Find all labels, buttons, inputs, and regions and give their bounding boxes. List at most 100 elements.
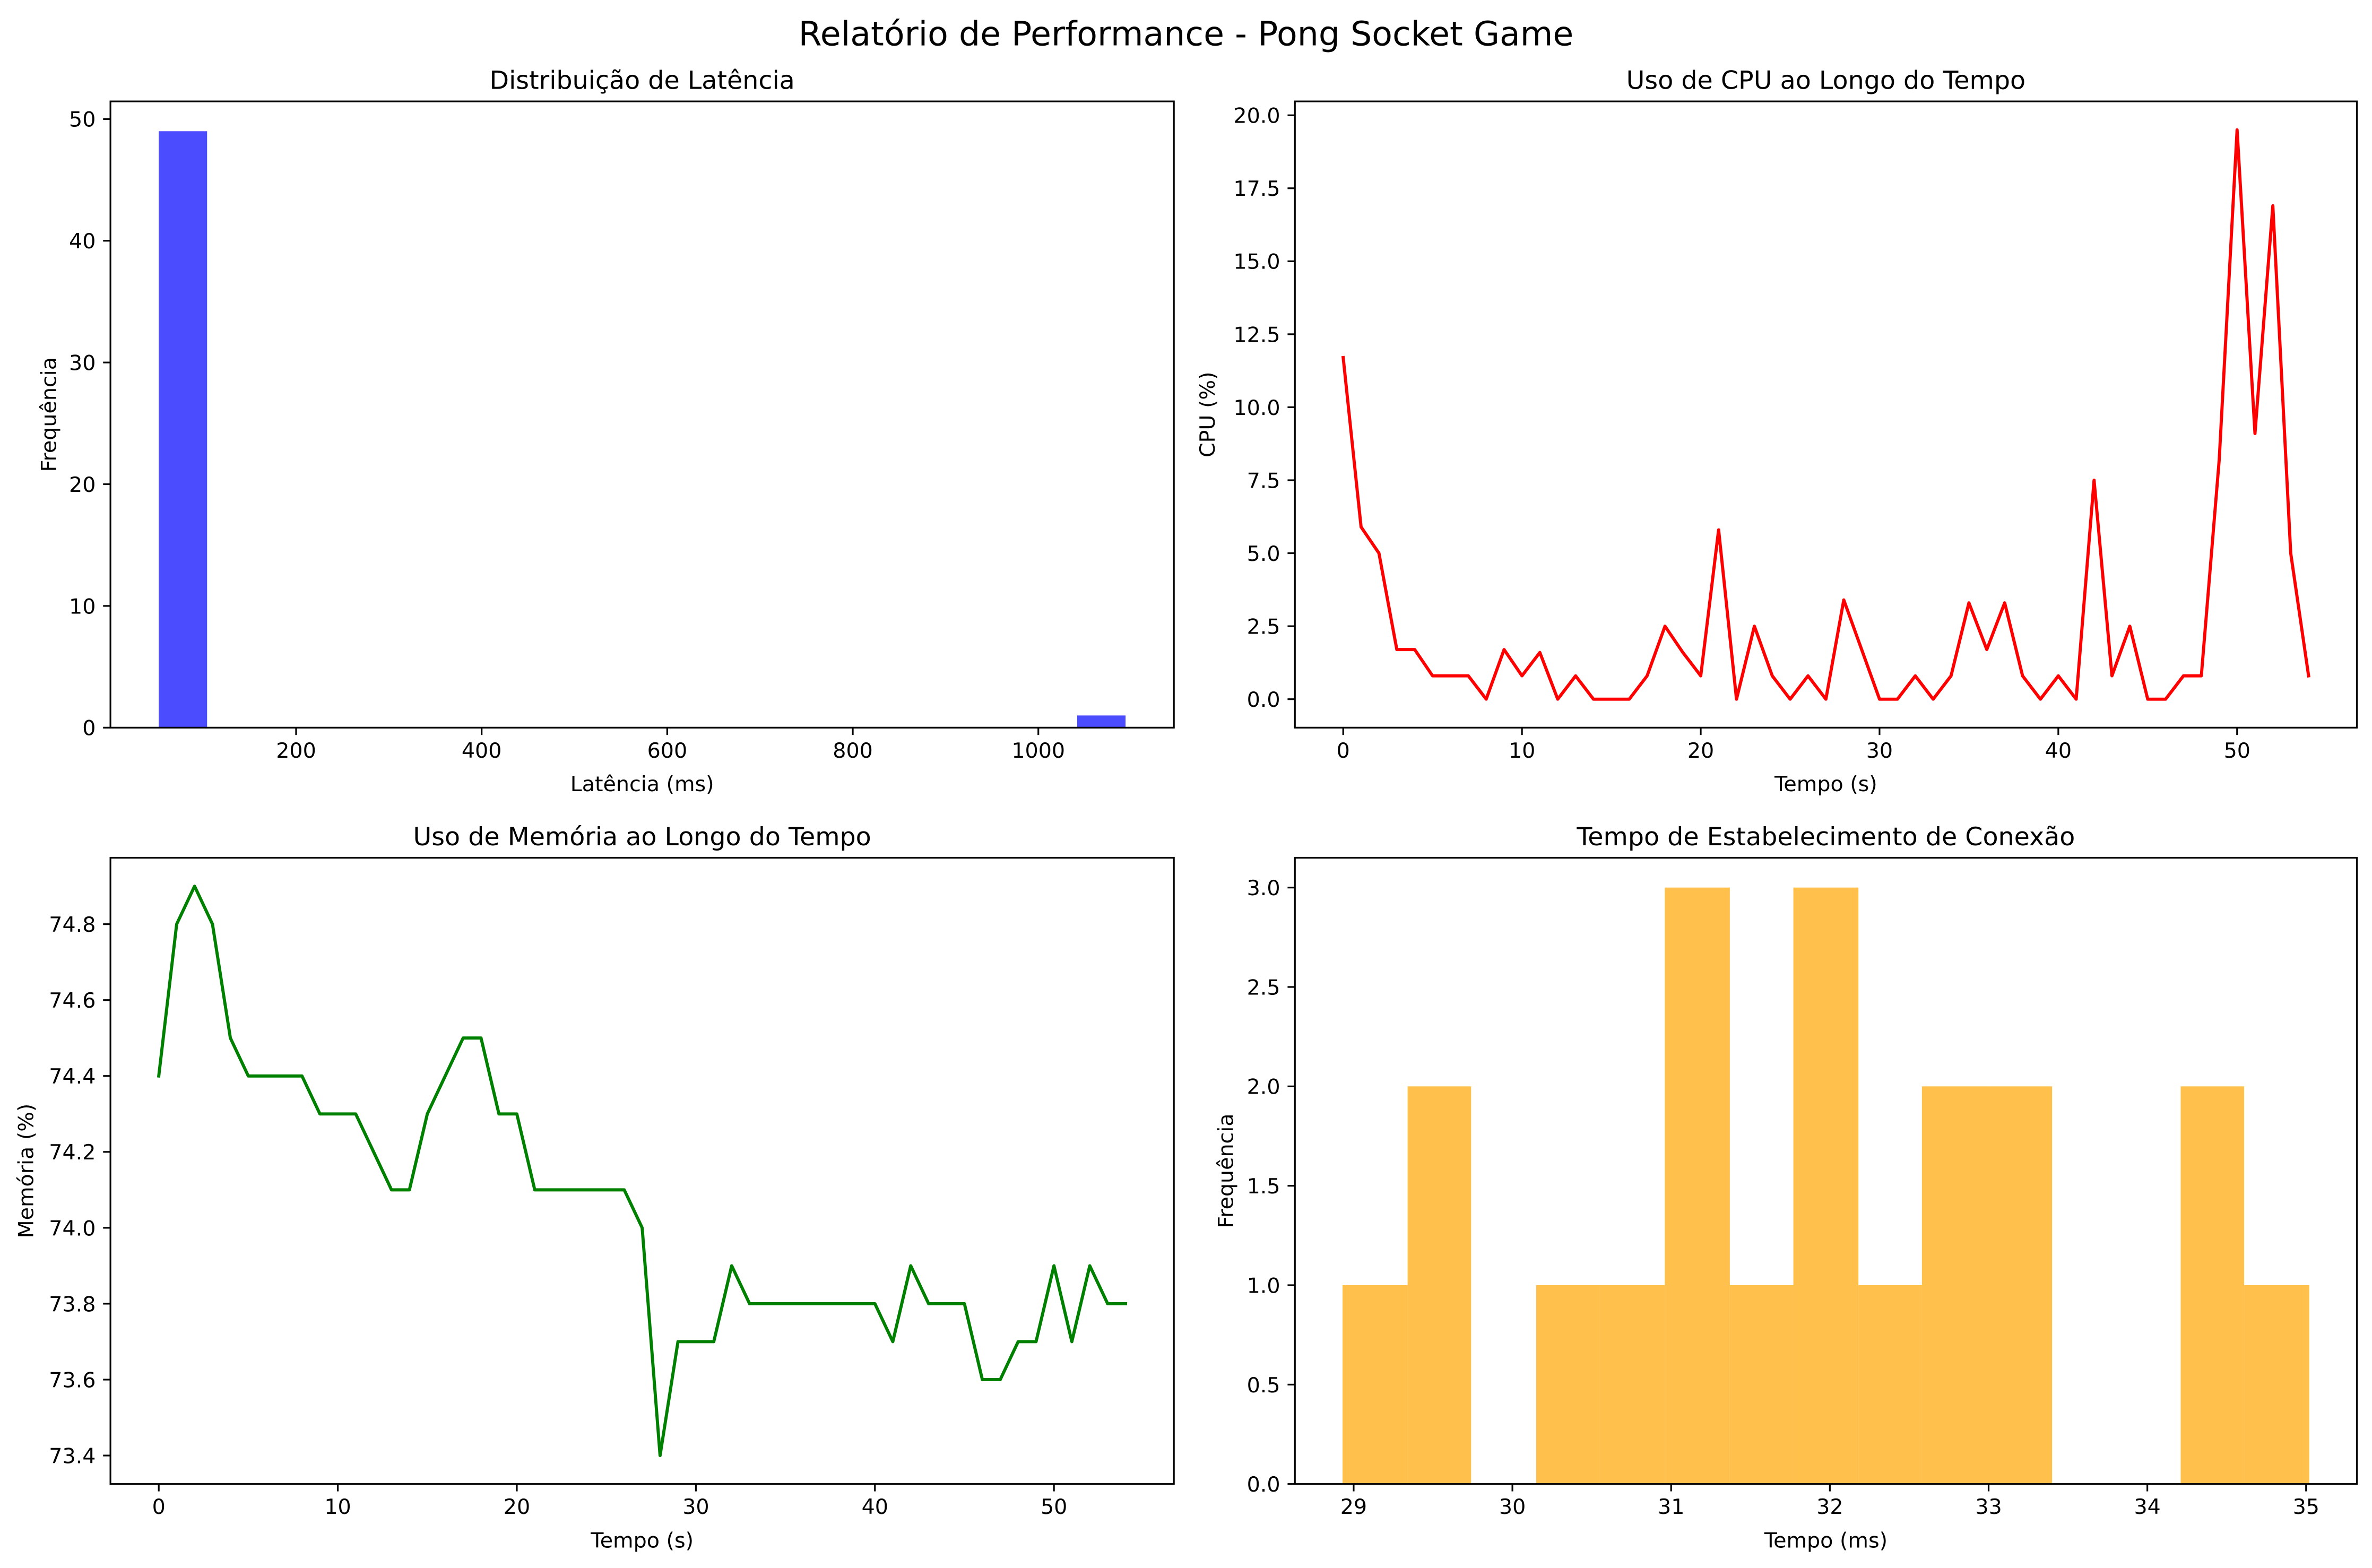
x-axis: 200 400 600 800 1000 [276,727,1065,763]
connection-time-bar [2244,1285,2309,1484]
x-axis-label: Tempo (s) [590,1528,694,1553]
x-tick: 35 [2293,1484,2319,1519]
axes-frame [109,100,1175,729]
connection-time-bar [1858,1285,1922,1484]
y-tick-label: 40 [69,229,96,254]
y-tick-label: 74.4 [49,1064,96,1089]
y-tick-label: 30 [69,351,96,376]
x-axis-label: Tempo (s) [1774,772,1877,796]
latency-bar [1077,715,1126,728]
y-tick: 15.0 [1233,250,1295,274]
y-tick: 74.2 [49,1140,111,1165]
y-tick: 10 [69,594,111,619]
x-tick-label: 29 [1340,1495,1367,1519]
y-tick-label: 73.6 [49,1368,96,1392]
y-tick: 0 [82,716,111,741]
y-axis-label: CPU (%) [1196,371,1220,457]
y-tick-label: 10 [69,594,96,619]
y-tick-label: 5.0 [1247,542,1280,566]
x-tick: 50 [1041,1484,1067,1519]
y-tick: 2.5 [1247,975,1295,1000]
chart-title: Uso de Memória ao Longo do Tempo [413,822,871,852]
x-tick-label: 50 [1041,1495,1067,1519]
connection-time-bar [1407,1086,1471,1484]
y-tick-label: 0 [82,716,96,741]
y-tick-label: 73.8 [49,1292,96,1316]
y-tick: 5.0 [1247,542,1295,566]
y-axis-label: Memória (%) [14,1104,39,1238]
x-tick-label: 1000 [1011,739,1065,763]
x-tick-label: 600 [647,739,688,763]
x-tick-label: 10 [1509,739,1535,763]
y-tick-label: 0.0 [1247,688,1280,712]
latency-bars [159,131,1126,728]
x-tick: 10 [1509,727,1535,763]
y-tick: 74.8 [49,913,111,937]
y-tick-label: 74.6 [49,989,96,1013]
y-tick-label: 2.5 [1247,615,1280,639]
plot-area: 29 30 31 32 33 34 35 0.0 0.5 1.0 1.5 2.0 2.5 3.0 [1247,856,2358,1519]
x-tick: 34 [2134,1484,2161,1519]
y-tick-label: 12.5 [1233,323,1280,347]
y-tick: 3.0 [1247,876,1295,900]
y-tick: 73.6 [49,1368,111,1392]
y-axis: 0.0 2.5 5.0 7.5 10.0 12.5 15.0 17.5 20.0 [1233,104,1295,712]
y-tick-label: 74.2 [49,1140,96,1165]
x-tick: 30 [1499,1484,1526,1519]
y-tick-label: 17.5 [1233,177,1280,201]
figure-title: Relatório de Performance - Pong Socket G… [799,14,1574,54]
x-tick: 50 [2224,727,2250,763]
x-tick-label: 200 [276,739,316,763]
y-tick: 30 [69,351,111,376]
x-tick-label: 32 [1816,1495,1843,1519]
x-tick: 29 [1340,1484,1367,1519]
y-axis-label: Frequência [1214,1113,1238,1228]
y-tick-label: 1.0 [1247,1274,1280,1298]
x-axis-label: Tempo (ms) [1764,1528,1888,1553]
x-tick-label: 30 [682,1495,709,1519]
x-tick: 40 [2045,727,2072,763]
y-tick-label: 74.0 [49,1216,96,1241]
x-tick: 30 [1866,727,1893,763]
x-tick: 0 [1337,727,1350,763]
x-axis: 0 10 20 30 40 50 [152,1484,1067,1519]
y-axis-label: Frequência [37,357,61,472]
connection-time-bar [1921,1086,1987,1484]
x-tick: 30 [682,1484,709,1519]
axes-frame [1294,856,2358,1485]
cpu-usage-line [1341,128,2310,701]
latency-bar [159,131,207,728]
connection-time-bar [1793,887,1859,1484]
x-axis: 0 10 20 30 40 50 [1337,727,2250,763]
y-tick-label: 2.0 [1247,1075,1280,1099]
x-tick: 20 [504,1484,530,1519]
y-axis: 0.0 0.5 1.0 1.5 2.0 2.5 3.0 [1247,876,1295,1497]
y-tick-label: 15.0 [1233,250,1280,274]
y-tick: 0.0 [1247,688,1295,712]
y-tick: 74.6 [49,989,111,1013]
x-tick-label: 50 [2224,739,2250,763]
y-tick: 73.4 [49,1444,111,1468]
y-tick-label: 50 [69,108,96,132]
connection-time-bar [1665,887,1730,1484]
y-tick: 1.0 [1247,1274,1295,1298]
y-tick: 74.4 [49,1064,111,1089]
x-tick: 200 [276,727,316,763]
axes-frame [1294,100,2358,729]
x-tick-label: 34 [2134,1495,2160,1519]
x-axis-label: Latência (ms) [570,772,714,796]
y-tick: 1.5 [1247,1174,1295,1199]
connection-time-bar [1987,1086,2053,1484]
subplot-cpu-usage: Uso de CPU ao Longo do Tempo Tempo (s) C… [1196,66,2358,796]
x-axis: 29 30 31 32 33 34 35 [1340,1484,2319,1519]
x-tick: 1000 [1011,727,1065,763]
x-tick-label: 40 [2045,739,2072,763]
x-tick: 33 [1975,1484,2002,1519]
y-tick: 40 [69,229,111,254]
y-tick: 50 [69,108,111,132]
x-tick-label: 20 [1687,739,1714,763]
x-tick: 600 [647,727,688,763]
subplot-connection-time-histogram: Tempo de Estabelecimento de Conexão Temp… [1214,822,2358,1553]
plot-area: 0 10 20 30 40 5073.473.673.874.074.274.474.67… [49,856,1175,1519]
